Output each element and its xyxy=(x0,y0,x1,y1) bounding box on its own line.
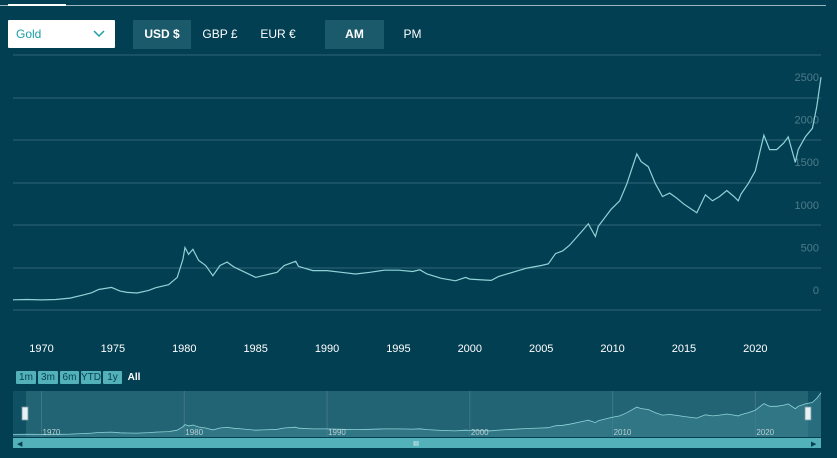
x-tick-label: 2005 xyxy=(529,343,553,355)
metal-select[interactable]: Gold xyxy=(8,20,115,48)
navigator-handle-left[interactable] xyxy=(21,406,29,421)
currency-tab-gbp[interactable]: GBP £ xyxy=(202,27,238,41)
navigator: 1970 1980 1990 2000 2010 2020 ◀ ▶ III xyxy=(12,391,822,448)
x-tick-label: 1970 xyxy=(29,343,53,355)
x-tick-label: 2015 xyxy=(672,343,696,355)
x-tick-label: 1975 xyxy=(101,343,125,355)
y-tick-label: 2500 xyxy=(795,72,819,84)
navigator-tick-label: 1990 xyxy=(328,428,346,437)
y-tick-label: 1000 xyxy=(795,200,819,212)
range-button-1y[interactable]: 1y xyxy=(103,371,122,384)
scrollbar-grip[interactable]: III xyxy=(413,441,419,448)
y-tick-label: 0 xyxy=(813,285,819,297)
y-tick-label: 1500 xyxy=(795,157,819,169)
range-button-ytd[interactable]: YTD xyxy=(81,371,101,384)
x-tick-label: 1990 xyxy=(315,343,339,355)
x-tick-label: 2000 xyxy=(458,343,482,355)
navigator-labels: 1970 1980 1990 2000 2010 2020 xyxy=(43,428,775,437)
navigator-tick-label: 1970 xyxy=(43,428,61,437)
range-button-3m[interactable]: 3m xyxy=(38,371,58,384)
x-tick-label: 1995 xyxy=(386,343,410,355)
navigator-area xyxy=(13,392,821,437)
top-divider xyxy=(0,5,826,6)
navigator-tick-label: 2010 xyxy=(614,428,632,437)
currency-tab-eur[interactable]: EUR € xyxy=(260,27,296,41)
metal-select-value: Gold xyxy=(16,27,42,41)
navigator-handle-right[interactable] xyxy=(804,406,812,421)
x-tick-label: 1985 xyxy=(243,343,267,355)
chart-gridlines xyxy=(13,54,821,311)
range-button-1m[interactable]: 1m xyxy=(16,371,36,384)
fix-tab-pm[interactable]: PM xyxy=(403,27,422,41)
x-tick-label: 1980 xyxy=(172,343,196,355)
chevron-down-icon xyxy=(93,30,105,38)
y-tick-label: 500 xyxy=(801,242,819,254)
navigator-tick-label: 2000 xyxy=(471,428,489,437)
range-button-all[interactable]: All xyxy=(127,372,141,383)
range-button-6m[interactable]: 6m xyxy=(60,371,79,384)
x-axis-labels: 1970 1975 1980 1985 1990 1995 2000 2005 2010 2015… xyxy=(29,343,767,355)
navigator-tick-label: 1980 xyxy=(185,428,203,437)
gold-price-line xyxy=(12,77,822,301)
active-tab-indicator xyxy=(8,4,66,6)
navigator-tick-label: 2020 xyxy=(756,428,774,437)
navigator-line xyxy=(12,392,822,435)
scrollbar-right-arrow[interactable]: ▶ xyxy=(811,440,817,448)
x-tick-label: 2010 xyxy=(600,343,624,355)
scrollbar-left-arrow[interactable]: ◀ xyxy=(17,440,23,448)
fix-tab-am[interactable]: AM xyxy=(325,20,384,49)
scrollbar-track[interactable] xyxy=(13,438,821,448)
x-tick-label: 2020 xyxy=(743,343,767,355)
currency-tab-usd[interactable]: USD $ xyxy=(133,20,191,49)
